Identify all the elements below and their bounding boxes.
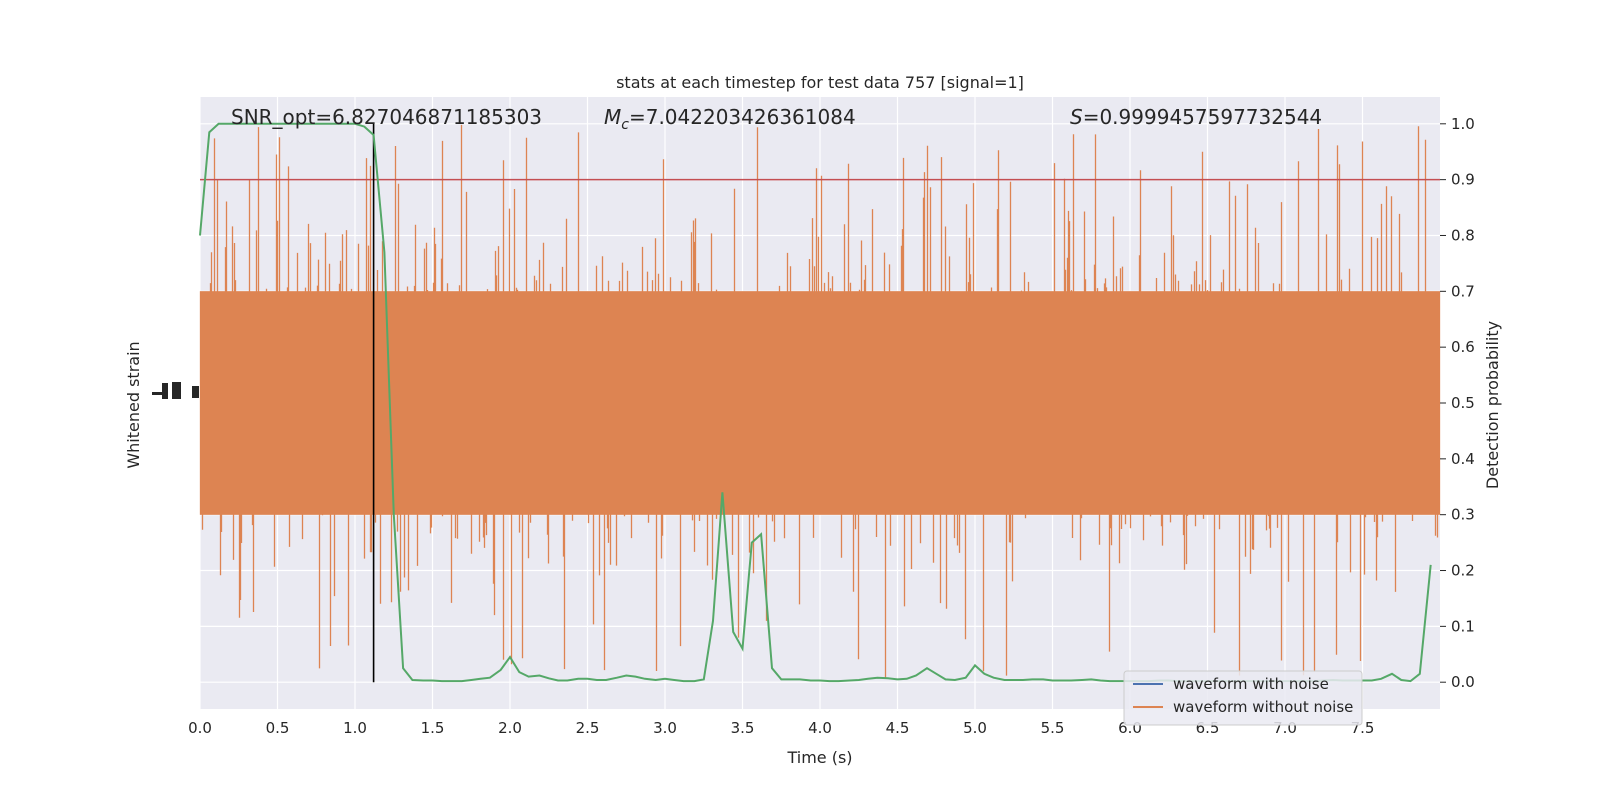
waveform-without-noise-core [200,291,1440,515]
chart-title: stats at each timestep for test data 757… [616,73,1024,92]
y-axis-label-left: Whitened strain [124,341,143,468]
legend-label-without-noise: waveform without noise [1173,698,1353,716]
x-tick-label-6: 3.0 [653,719,677,737]
x-tick-label-2: 1.0 [343,719,367,737]
y-tick-label-5: 0.5 [1451,394,1475,412]
y-tick-labels-right: 0.0 0.1 0.2 0.3 0.4 0.5 0.6 0.7 0.8 0.9 1.0 [1440,115,1475,691]
x-tick-label-10: 5.0 [963,719,987,737]
y-tick-label-0: 0.0 [1451,673,1475,691]
y-tick-label-8: 0.8 [1451,226,1475,244]
x-tick-label-4: 2.0 [498,719,522,737]
y-tick-label-10: 1.0 [1451,115,1475,133]
snr-annotation: SNR_opt=6.827046871185303 [231,105,542,129]
legend: waveform with noise waveform without noi… [1123,670,1363,726]
x-tick-label-0: 0.0 [188,719,212,737]
y-tick-label-7: 0.7 [1451,282,1475,300]
x-tick-label-9: 4.5 [886,719,910,737]
y-tick-label-4: 0.4 [1451,450,1475,468]
x-tick-label-5: 2.5 [576,719,600,737]
legend-box [1123,670,1363,726]
y-tick-label-6: 0.6 [1451,338,1475,356]
x-axis-label: Time (s) [786,748,852,767]
waveform-without-noise-series [199,124,1441,678]
y-tick-label-3: 0.3 [1451,506,1475,524]
legend-label-with-noise: waveform with noise [1173,675,1329,693]
x-tick-label-11: 5.5 [1041,719,1065,737]
y-tick-label-1: 0.1 [1451,617,1475,635]
y-tick-label-9: 0.9 [1451,171,1475,189]
x-tick-label-8: 4.0 [808,719,832,737]
x-tick-label-1: 0.5 [266,719,290,737]
x-tick-label-7: 3.5 [731,719,755,737]
score-annotation: S=0.9999457597732544 [1070,105,1322,129]
chirp-mass-annotation: Mc=7.042203426361084 [604,105,856,133]
left-strain-tick-labels [152,382,199,399]
y-tick-label-2: 0.2 [1451,562,1475,580]
x-tick-label-3: 1.5 [421,719,445,737]
y-axis-label-right: Detection probability [1483,321,1502,489]
